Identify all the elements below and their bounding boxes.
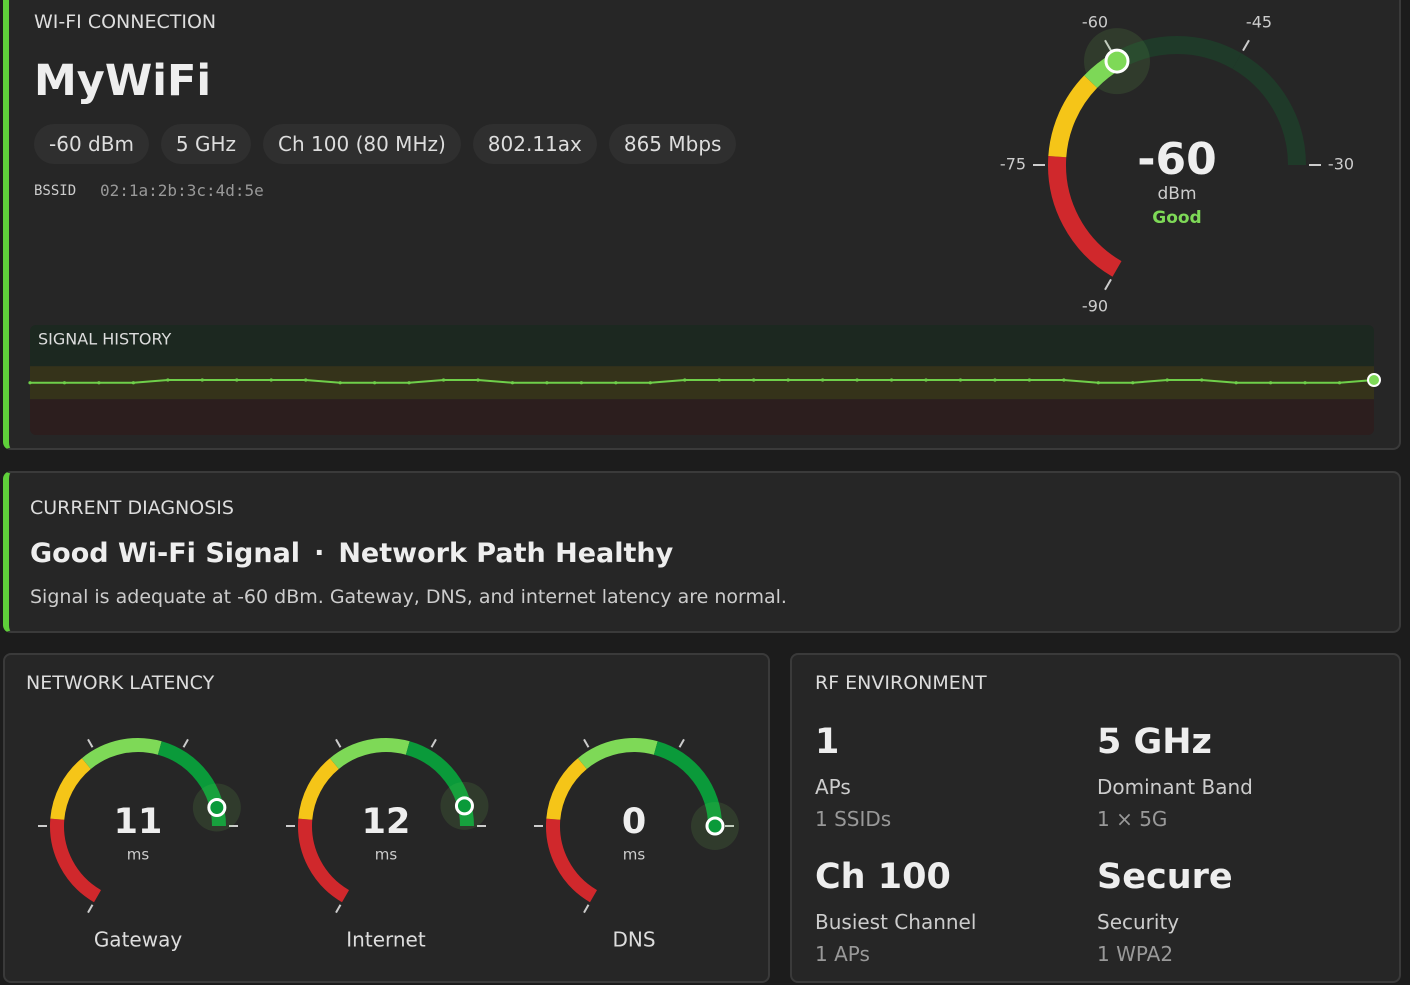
- chip: 865 Mbps: [608, 124, 737, 164]
- rf-label: Dominant Band: [1097, 775, 1253, 799]
- rf-value: Secure: [1097, 857, 1233, 897]
- diagnosis-panel: [3, 471, 1401, 633]
- panel-title: CURRENT DIAGNOSIS: [30, 497, 234, 519]
- rf-label: Security: [1097, 910, 1180, 934]
- rf-value: 1: [815, 722, 840, 762]
- chip: Ch 100 (80 MHz): [263, 124, 461, 164]
- chip: 5 GHz: [160, 124, 252, 164]
- panel-title: NETWORK LATENCY: [26, 672, 215, 694]
- rf-sub: 1 APs: [815, 942, 870, 966]
- headline-part: Good Wi-Fi Signal: [30, 538, 301, 569]
- separator: ·: [314, 538, 325, 569]
- panel-title: WI-FI CONNECTION: [34, 11, 217, 33]
- description: Signal is adequate at -60 dBm. Gateway, …: [30, 586, 787, 608]
- rf-panel: [790, 653, 1401, 983]
- headline-part: Network Path Healthy: [338, 538, 674, 569]
- latency-panel: [3, 653, 770, 983]
- bssid-label: BSSID: [34, 183, 77, 199]
- rf-value: Ch 100: [815, 857, 951, 897]
- ssid: MyWiFi: [34, 56, 212, 106]
- rf-label: Busiest Channel: [815, 910, 977, 934]
- rf-sub: 1 × 5G: [1097, 807, 1168, 831]
- chip: 802.11ax: [472, 124, 597, 164]
- rf-label: APs: [815, 775, 851, 799]
- chips: -60 dBm 5 GHz Ch 100 (80 MHz) 802.11ax 865 M…: [34, 124, 737, 164]
- chip: -60 dBm: [34, 124, 149, 164]
- rf-sub: 1 WPA2: [1097, 942, 1174, 966]
- headline: Good Wi-Fi Signal · Network Path Healthy: [30, 538, 673, 569]
- rf-sub: 1 SSIDs: [815, 807, 892, 831]
- panel-title: RF ENVIRONMENT: [815, 672, 987, 694]
- rf-value: 5 GHz: [1097, 722, 1212, 762]
- bssid: 02:1a:2b:3c:4d:5e: [100, 181, 264, 200]
- wifi-panel: [3, 0, 1401, 450]
